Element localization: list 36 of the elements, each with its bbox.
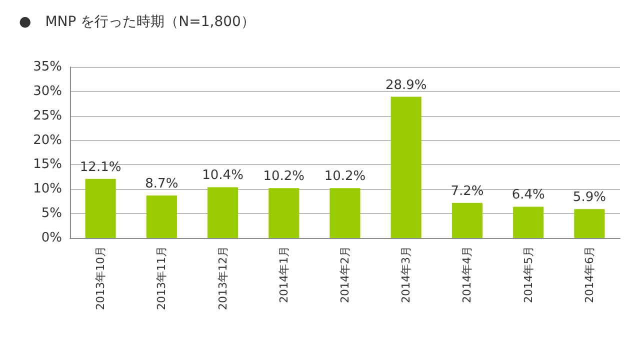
bar (574, 209, 605, 238)
data-label: 5.9% (572, 190, 606, 206)
x-tick-label: 2014年3月 (400, 246, 413, 303)
x-tick-label: 2014年1月 (277, 246, 290, 303)
bar (208, 187, 238, 238)
bar (452, 202, 482, 238)
bar (390, 96, 422, 238)
data-label: 6.4% (512, 188, 545, 203)
data-label: 12.1% (80, 160, 122, 175)
data-label: 8.7% (145, 176, 178, 192)
y-tick-label: 5% (41, 206, 62, 222)
data-label: 10.2% (324, 169, 366, 184)
y-tick-label: 25% (33, 108, 62, 124)
data-label: 28.9% (385, 78, 427, 93)
bar (330, 188, 360, 238)
x-tick-label: 2014年5月 (522, 246, 535, 303)
y-tick-label: 30% (33, 84, 62, 99)
data-label: 7.2% (450, 184, 484, 199)
data-label: 10.2% (263, 169, 305, 184)
data-label: 10.4% (202, 168, 244, 184)
y-tick-label: 10% (33, 182, 62, 197)
bar (85, 178, 116, 238)
x-tick-label: 2014年2月 (338, 246, 352, 303)
x-tick-label: 2013年11月 (155, 246, 168, 310)
chart-title: ● MNP を行った時期（N=1,800） (19, 14, 255, 30)
x-tick-label: 2013年12月 (216, 246, 230, 310)
y-tick-label: 15% (33, 157, 62, 172)
y-tick-label: 20% (33, 132, 62, 148)
x-tick-label: 2014年4月 (460, 246, 474, 303)
y-tick-label: 0% (41, 230, 62, 246)
x-tick-label: 2013年10月 (94, 246, 108, 310)
y-tick-label: 35% (33, 60, 62, 74)
x-tick-label: 2014年6月 (582, 246, 596, 303)
bar (513, 206, 544, 238)
bar (146, 195, 177, 238)
bar (268, 188, 300, 238)
